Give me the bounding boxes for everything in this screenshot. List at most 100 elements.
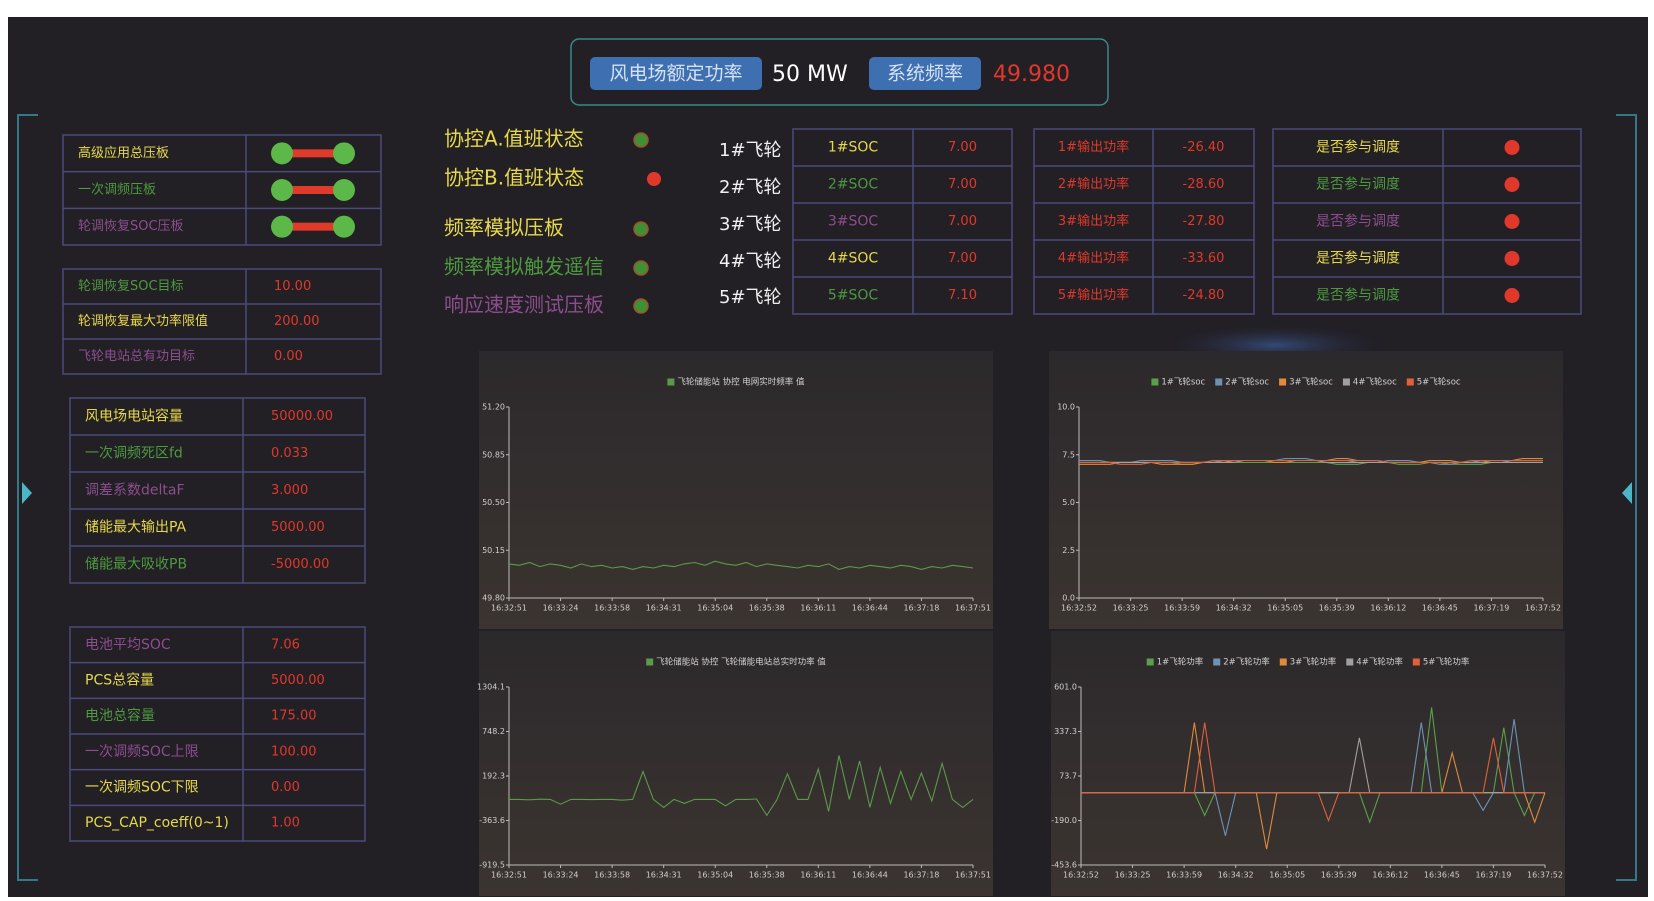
x-tick-label: 16:35:38 (749, 604, 785, 613)
row-label: PCS总容量 (85, 672, 154, 689)
row-label: 储能最大输出PA (85, 520, 187, 536)
row-value: 7.06 (271, 637, 300, 652)
frame (17, 114, 1637, 881)
row-label: 一次调频SOC下限 (85, 780, 199, 796)
row-value: 7.00 (948, 177, 977, 192)
row-label: 一次调频死区fd (85, 446, 183, 462)
row-label: 风电场电站容量 (85, 408, 183, 425)
legend-swatch (1412, 658, 1420, 666)
row-label: 电池总容量 (85, 707, 155, 724)
row-label: 5#SOC (828, 288, 879, 304)
row-label: 3#SOC (828, 214, 879, 230)
row-value: -28.60 (1183, 177, 1225, 192)
chart-panel (1051, 631, 1565, 896)
row-label: 是否参与调度 (1316, 213, 1400, 230)
x-tick-label: 16:32:52 (1061, 604, 1097, 613)
x-tick-label: 16:33:24 (543, 871, 579, 880)
row-label: 一次调频SOC上限 (85, 744, 199, 760)
y-tick-label: 601.0 (1054, 683, 1077, 692)
table-border (69, 397, 366, 584)
x-tick-label: 16:35:39 (1319, 604, 1355, 613)
header-pill (590, 57, 762, 90)
legend-label: 4#飞轮功率 (1356, 657, 1403, 668)
x-tick-label: 16:34:32 (1218, 871, 1254, 880)
x-tick-label: 16:33:24 (543, 604, 579, 613)
chart: -919.5 -363.6 192.3 748.2 1304.1 16:32:51 16:3… (477, 631, 993, 896)
chart-panel (1049, 351, 1563, 629)
x-tick-label: 16:35:39 (1321, 871, 1357, 880)
x-tick-label: 16:36:44 (852, 604, 888, 613)
row-value: 1.00 (271, 816, 300, 831)
flywheel-label: 4#飞轮 (719, 251, 782, 272)
series-line (508, 560, 974, 570)
row-label: 轮调恢复最大功率限值 (78, 313, 208, 329)
row-value: 7.00 (948, 140, 977, 155)
row-value: 50000.00 (271, 409, 333, 424)
y-tick-label: 50.85 (482, 450, 505, 459)
status-dot (1504, 140, 1520, 155)
x-tick-label: 16:37:52 (1527, 871, 1563, 880)
x-tick-label: 16:32:51 (491, 604, 527, 613)
flywheel-label: 1#飞轮 (719, 140, 782, 161)
legend-label: 5#飞轮soc (1417, 377, 1461, 388)
x-tick-label: 16:34:32 (1216, 604, 1252, 613)
flywheel-label: 3#飞轮 (719, 214, 782, 235)
chart-panel (479, 631, 993, 896)
switch-label: 一次调频压板 (78, 182, 156, 198)
legend-label: 5#飞轮功率 (1423, 657, 1470, 668)
flywheel-label: 5#飞轮 (719, 287, 782, 308)
chart-panel (479, 351, 993, 629)
legend: 飞轮储能站 协控 飞轮储能电站总实时功率 值 (646, 657, 826, 668)
x-tick-label: 16:35:04 (697, 871, 733, 880)
legend-label: 3#飞轮功率 (1290, 657, 1337, 668)
row-value: -24.80 (1183, 288, 1225, 303)
y-tick-label: 5.0 (1062, 498, 1075, 507)
legend-swatch (667, 378, 675, 386)
table-border (1272, 128, 1582, 315)
legend-swatch (1213, 658, 1221, 666)
x-tick-label: 16:33:58 (594, 871, 630, 880)
series-line (509, 755, 974, 817)
row-label: 飞轮电站总有功目标 (78, 349, 195, 364)
row-value: 0.00 (271, 780, 300, 795)
row-label: 电池平均SOC (85, 637, 171, 653)
x-tick-label: 16:33:25 (1113, 604, 1149, 613)
row-label: 调差系数deltaF (85, 483, 185, 499)
x-tick-label: 16:36:44 (852, 871, 888, 880)
row-label: 是否参与调度 (1316, 176, 1400, 193)
flywheel-label: 2#飞轮 (719, 177, 782, 198)
chart: -453.6 -190.0 73.7 337.3 601.0 16:32:52 16:33:… (1051, 631, 1565, 896)
status-dot (633, 221, 649, 237)
status-label: 响应速度测试压板 (444, 293, 604, 317)
x-tick-label: 16:34:31 (646, 871, 682, 880)
status-label: 协控A.值班状态 (444, 127, 584, 151)
x-tick-label: 16:36:45 (1422, 604, 1458, 613)
row-value: -26.40 (1183, 140, 1225, 155)
x-tick-label: 16:37:51 (955, 604, 991, 613)
x-tick-label: 16:35:38 (749, 871, 785, 880)
rated-power: 50 MW (772, 62, 848, 87)
x-tick-label: 16:37:51 (955, 871, 991, 880)
x-tick-label: 16:35:05 (1267, 604, 1303, 613)
switch-knob (333, 215, 355, 238)
row-label: 4#输出功率 (1058, 250, 1129, 266)
row-label: 是否参与调度 (1316, 139, 1400, 156)
y-tick-label: 7.5 (1062, 450, 1075, 459)
x-tick-label: 16:33:25 (1115, 871, 1151, 880)
row-value: -33.60 (1183, 251, 1225, 266)
row-value: 0.00 (274, 349, 303, 364)
x-tick-label: 16:33:59 (1164, 604, 1200, 613)
switch-bar (282, 149, 344, 158)
x-tick-label: 16:32:52 (1063, 871, 1099, 880)
legend: 1#飞轮soc 2#飞轮soc 3#飞轮soc 4#飞轮soc 5#飞轮soc (1151, 377, 1461, 388)
row-value: 5000.00 (271, 520, 325, 535)
x-tick-label: 16:37:52 (1525, 604, 1561, 613)
status-dot (1504, 251, 1520, 266)
legend-swatch (1279, 658, 1287, 666)
row-value: 100.00 (271, 744, 317, 759)
series-line (1079, 459, 1543, 465)
legend-label: 1#飞轮功率 (1157, 657, 1204, 668)
switch-knob (333, 142, 355, 165)
status-dot (1504, 214, 1520, 229)
